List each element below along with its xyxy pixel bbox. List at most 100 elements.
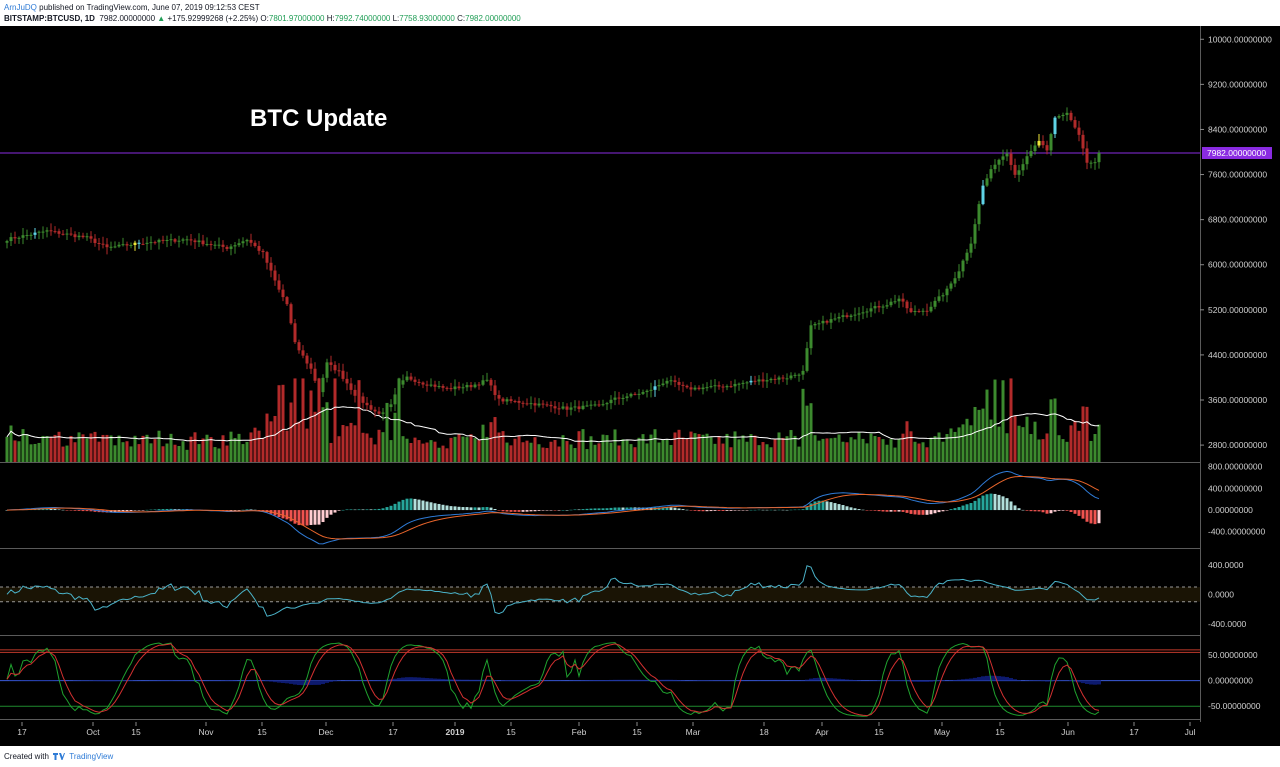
candle-body [585, 405, 589, 407]
candle-body [9, 237, 13, 242]
volume-bar [109, 435, 113, 462]
candle-body [549, 404, 553, 407]
volume-bar [49, 436, 53, 462]
candle-body [489, 379, 493, 386]
stoch-momentum-area [329, 680, 333, 682]
macd-histogram-bar [349, 509, 353, 511]
stoch-momentum-area [605, 680, 609, 681]
volume-bar [1021, 427, 1025, 462]
macd-histogram-bar [69, 510, 73, 511]
macd-histogram-bar [157, 509, 161, 511]
macd-histogram-bar [873, 510, 877, 511]
stoch-momentum-area [445, 679, 449, 681]
volume-bar [689, 431, 693, 462]
macd-histogram-bar [1009, 501, 1013, 511]
volume-bar [313, 411, 317, 462]
macd-histogram-bar [837, 504, 841, 511]
volume-bar [145, 434, 149, 462]
macd-histogram-bar [789, 509, 793, 511]
candle-body [333, 364, 337, 371]
volume-bar [433, 441, 437, 462]
volume-ma-line [6, 406, 1099, 443]
macd-histogram-bar [1097, 510, 1101, 524]
candle-body [873, 306, 877, 309]
stoch-momentum-area [97, 680, 101, 682]
candle-body [877, 306, 881, 308]
stoch-momentum-area [461, 679, 465, 681]
macd-histogram-bar [461, 507, 465, 511]
price-axis[interactable]: 10000.00000000 9200.00000000 8400.00000000… [1200, 34, 1272, 711]
candle-body [665, 380, 669, 384]
volume-bar [881, 439, 885, 462]
volume-bar [41, 435, 45, 462]
candle-body [1057, 116, 1061, 118]
author-link[interactable]: ArnJuDQ [4, 3, 37, 12]
close-label: C: [457, 14, 466, 23]
candle-body [469, 385, 473, 388]
cci-pane[interactable] [0, 565, 1200, 617]
macd-histogram-bar [613, 507, 617, 511]
macd-histogram-bar [713, 510, 717, 511]
volume-bar [485, 436, 489, 462]
candle-body [913, 311, 917, 313]
volume-bar [901, 433, 905, 462]
macd-histogram-bar [957, 507, 961, 511]
volume-bar [925, 447, 929, 462]
candle-body [377, 411, 381, 414]
macd-histogram-bar [281, 510, 285, 519]
volume-bar [241, 444, 245, 462]
macd-histogram-bar [1065, 510, 1069, 511]
stoch-momentum-area [617, 679, 621, 681]
candle-body [1045, 145, 1049, 151]
candle-body [749, 380, 753, 383]
volume-bar [677, 429, 681, 462]
macd-histogram-bar [617, 507, 621, 511]
volume-bar [37, 442, 41, 462]
macd-pane[interactable] [5, 470, 1101, 545]
volume-bar [393, 412, 397, 462]
macd-histogram-bar [81, 510, 85, 512]
macd-histogram-bar [325, 510, 329, 518]
volume-bar [889, 439, 893, 462]
candle-body [857, 313, 861, 315]
candle-body [981, 185, 985, 205]
candle-body [33, 232, 37, 235]
macd-histogram-bar [677, 508, 681, 511]
stoch-momentum-area [289, 680, 293, 684]
stoch-tick-label: -50.00000000 [1208, 701, 1261, 711]
macd-histogram-bar [525, 510, 529, 512]
candle-body [965, 252, 969, 261]
volume-bar [1089, 440, 1093, 462]
stoch-rsi-pane[interactable] [0, 642, 1200, 717]
macd-histogram-bar [353, 509, 357, 511]
stoch-momentum-area [953, 679, 957, 681]
stoch-momentum-area [457, 679, 461, 681]
macd-histogram-bar [1045, 510, 1049, 514]
chart-canvas[interactable]: 10000.00000000 9200.00000000 8400.00000000… [0, 26, 1280, 746]
time-axis[interactable]: 17 Oct 15 Nov 15 Dec 17 2019 15 Feb 15 Mar 18 Apr 15 Ma… [17, 722, 1196, 737]
stoch-momentum-area [901, 680, 905, 682]
volume-bar [429, 440, 433, 462]
volume-bar [1033, 421, 1037, 462]
macd-histogram-bar [741, 510, 745, 511]
candle-body [193, 240, 197, 243]
volume-bar [637, 437, 641, 462]
volume-bar [985, 389, 989, 462]
candle-body [477, 384, 481, 386]
candle-body [677, 381, 681, 385]
stoch-momentum-area [101, 680, 105, 682]
volume-bar [309, 390, 313, 462]
macd-histogram-bar [849, 507, 853, 511]
tradingview-link[interactable]: TradingView [69, 752, 114, 761]
candle-body [517, 401, 521, 403]
stoch-momentum-area [613, 679, 617, 681]
stoch-momentum-area [109, 680, 113, 682]
price-pane[interactable] [0, 107, 1200, 462]
macd-histogram-bar [293, 510, 297, 524]
time-tick-label: Feb [572, 727, 587, 737]
candle-body [465, 385, 469, 388]
macd-histogram-bar [441, 504, 445, 511]
macd-histogram-bar [1085, 510, 1089, 522]
volume-bar [845, 442, 849, 462]
stoch-momentum-area [905, 680, 909, 682]
